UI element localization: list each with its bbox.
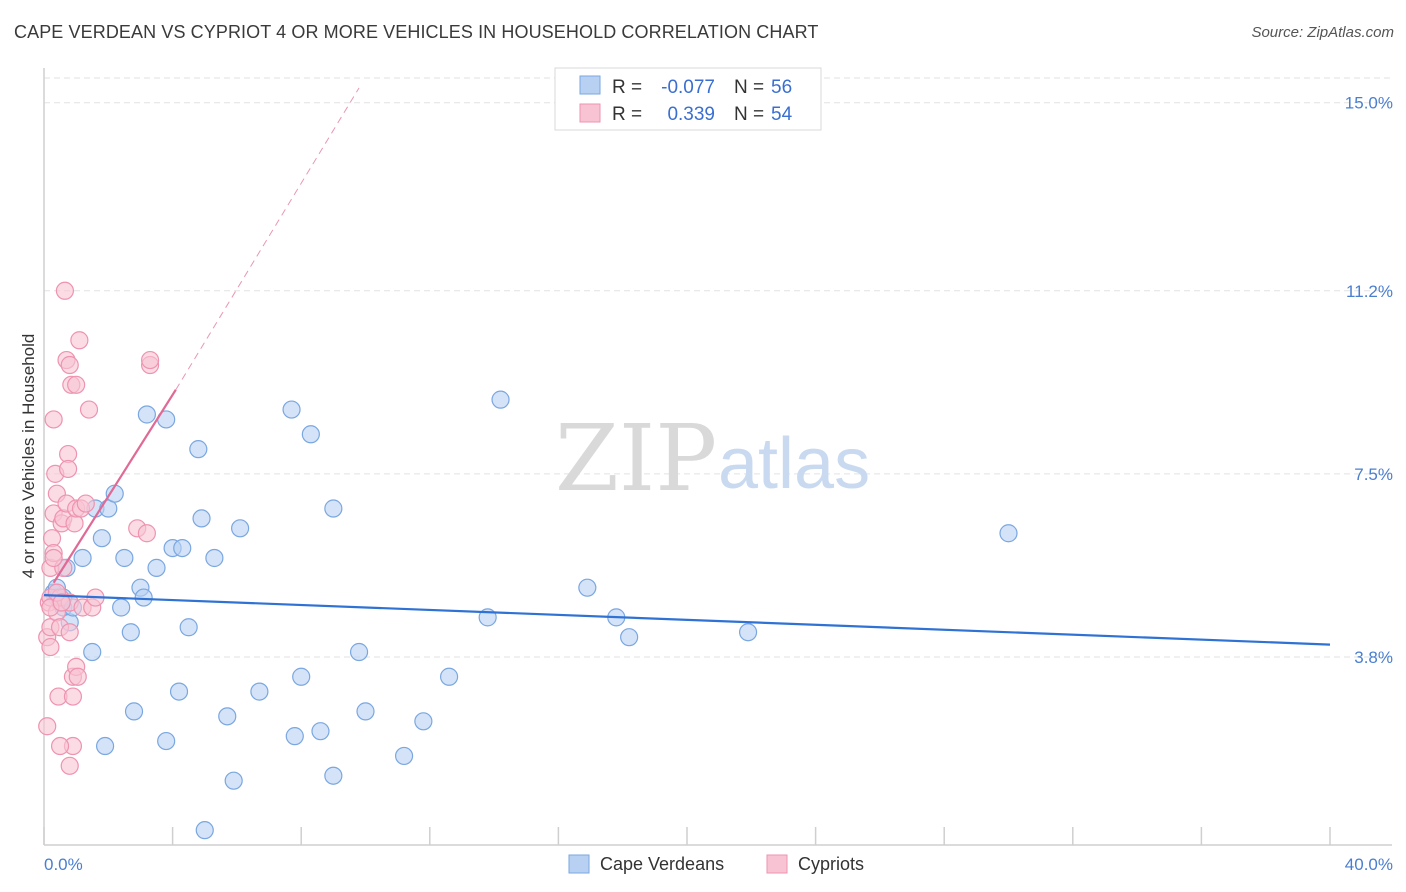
point-cypriot bbox=[137, 524, 156, 543]
point-cape-verdean bbox=[282, 400, 301, 419]
point-cape-verdean bbox=[285, 727, 304, 746]
trend-line-cypriots-solid bbox=[52, 389, 177, 584]
point-cape-verdean bbox=[134, 588, 153, 607]
trend-line-cypriots-dashed bbox=[175, 87, 360, 391]
point-cape-verdean bbox=[92, 529, 111, 548]
point-cape-verdean bbox=[324, 499, 343, 518]
legend-n-value-2: 54 bbox=[771, 104, 793, 125]
point-cypriot bbox=[76, 494, 95, 513]
y-tick-label: 15.0% bbox=[1345, 94, 1393, 113]
legend-r-value-2: 0.339 bbox=[667, 104, 715, 125]
point-cape-verdean bbox=[439, 667, 459, 686]
legend-swatch-pink bbox=[579, 103, 601, 123]
point-cape-verdean bbox=[195, 821, 214, 840]
point-cape-verdean bbox=[192, 509, 211, 528]
point-cypriot bbox=[44, 410, 63, 429]
series-swatch-cape-verdeans bbox=[568, 854, 590, 874]
x-tick-label-min: 0.0% bbox=[44, 855, 83, 874]
series-label-cape-verdeans: Cape Verdeans bbox=[600, 854, 724, 874]
point-cape-verdean bbox=[394, 746, 414, 766]
legend-n-label-1: N = bbox=[734, 77, 764, 98]
point-cape-verdean bbox=[738, 623, 758, 642]
point-cypriot bbox=[140, 350, 160, 370]
point-cape-verdean bbox=[112, 598, 131, 617]
legend-r-label-1: R = bbox=[612, 77, 642, 98]
x-tick-label-max: 40.0% bbox=[1345, 855, 1393, 874]
point-cape-verdean bbox=[414, 712, 433, 731]
point-cape-verdean bbox=[578, 578, 597, 597]
trend-layer bbox=[43, 87, 1331, 646]
point-cape-verdean bbox=[349, 642, 369, 662]
points-layer bbox=[38, 281, 1018, 840]
point-cypriot bbox=[68, 667, 87, 686]
watermark-atlas: atlas bbox=[718, 424, 870, 504]
axis-layer: 3.8% 7.5% 11.2% 15.0% 0.0% 40.0% bbox=[43, 68, 1393, 874]
point-cape-verdean bbox=[301, 425, 320, 444]
point-cape-verdean bbox=[292, 667, 311, 686]
point-cape-verdean bbox=[231, 519, 250, 538]
point-cypriot bbox=[52, 593, 71, 612]
point-cypriot bbox=[59, 459, 78, 479]
point-cape-verdean bbox=[356, 702, 375, 721]
point-cape-verdean bbox=[999, 524, 1018, 543]
point-cypriot bbox=[55, 281, 74, 300]
point-cypriot bbox=[70, 331, 89, 350]
point-cypriot bbox=[60, 756, 79, 775]
y-tick-label: 11.2% bbox=[1346, 282, 1393, 301]
legend-n-value-1: 56 bbox=[771, 77, 792, 98]
y-axis-label: 4 or more Vehicles in Household bbox=[19, 334, 38, 579]
point-cape-verdean bbox=[124, 702, 144, 721]
point-cypriot bbox=[41, 637, 60, 657]
point-cape-verdean bbox=[179, 618, 198, 637]
point-cypriot bbox=[63, 687, 83, 706]
point-cape-verdean bbox=[173, 538, 192, 558]
point-cape-verdean bbox=[205, 548, 224, 568]
point-cape-verdean bbox=[83, 642, 102, 662]
series-label-cypriots: Cypriots bbox=[798, 854, 864, 874]
point-cypriot bbox=[67, 375, 86, 394]
point-cape-verdean bbox=[218, 707, 237, 726]
grid-layer bbox=[44, 77, 1392, 658]
chart-title: CAPE VERDEAN VS CYPRIOT 4 OR MORE VEHICL… bbox=[14, 22, 819, 42]
point-cape-verdean bbox=[121, 623, 140, 642]
point-cypriot bbox=[79, 400, 99, 419]
point-cape-verdean bbox=[250, 682, 269, 701]
point-cape-verdean bbox=[224, 771, 243, 790]
legend-swatch-blue bbox=[579, 75, 601, 95]
point-cape-verdean bbox=[189, 440, 208, 459]
point-cape-verdean bbox=[311, 722, 330, 741]
point-cape-verdean bbox=[620, 628, 639, 647]
series-legend: Cape Verdeans Cypriots bbox=[568, 854, 864, 874]
source-label: Source: ZipAtlas.com bbox=[1251, 24, 1394, 41]
point-cape-verdean bbox=[95, 736, 115, 756]
point-cypriot bbox=[60, 355, 79, 375]
legend-r-value-1: -0.077 bbox=[661, 77, 715, 98]
point-cypriot bbox=[60, 623, 79, 642]
point-cypriot bbox=[50, 736, 70, 756]
point-cape-verdean bbox=[169, 682, 189, 701]
series-swatch-cypriots bbox=[766, 854, 788, 874]
correlation-legend: R = -0.077 N = 56 R = 0.339 N = 54 bbox=[554, 67, 822, 131]
legend-n-label-2: N = bbox=[734, 104, 764, 125]
watermark-zip: ZIP bbox=[555, 405, 717, 512]
point-cape-verdean bbox=[157, 731, 176, 751]
point-cape-verdean bbox=[324, 766, 343, 785]
y-tick-label: 3.8% bbox=[1354, 648, 1393, 667]
point-cape-verdean bbox=[491, 390, 510, 409]
watermark: ZIP atlas bbox=[555, 405, 870, 512]
point-cape-verdean bbox=[147, 558, 166, 577]
point-cypriot bbox=[44, 548, 63, 568]
legend-r-label-2: R = bbox=[612, 104, 642, 125]
point-cypriot bbox=[38, 717, 57, 736]
y-tick-label: 7.5% bbox=[1354, 465, 1393, 484]
point-cape-verdean bbox=[115, 548, 134, 568]
point-cape-verdean bbox=[137, 405, 156, 424]
point-cape-verdean bbox=[73, 548, 92, 568]
trend-line-cape-verdeans bbox=[43, 594, 1331, 646]
